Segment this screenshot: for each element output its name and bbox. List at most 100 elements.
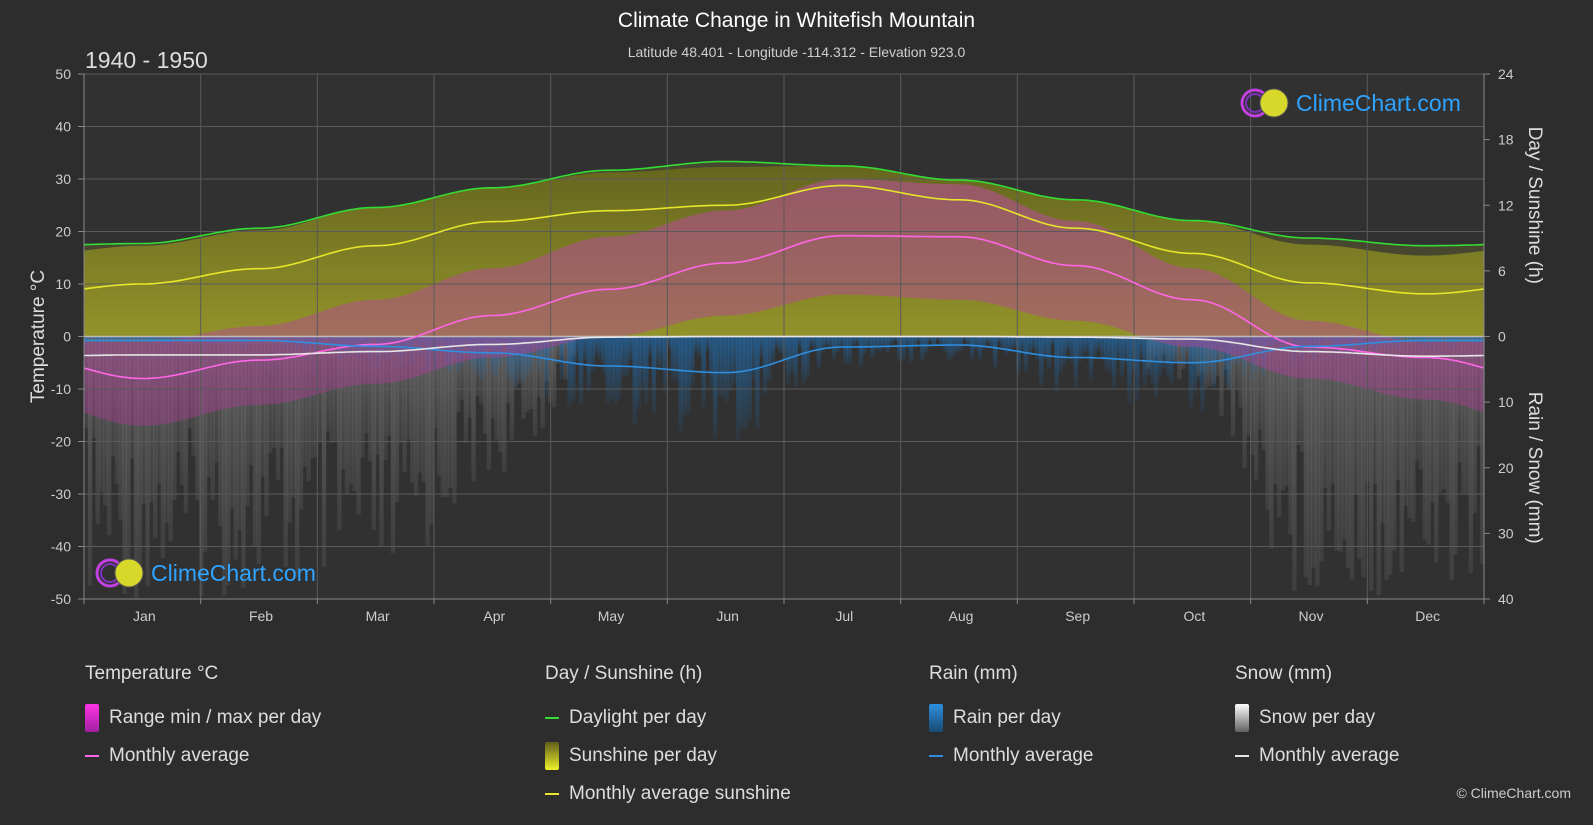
- rain-day-bar: [739, 336, 745, 431]
- y-left-tick-label: -40: [51, 539, 71, 555]
- rain-day-bar: [724, 336, 729, 403]
- y-left-tick-label: 40: [55, 119, 71, 135]
- rain-day-bar: [640, 336, 645, 389]
- legend-temperature-title: Temperature °C: [85, 663, 219, 684]
- rain-day-bar: [659, 336, 664, 369]
- x-tick-label: Jan: [133, 608, 156, 624]
- rain-day-bar: [528, 336, 534, 372]
- snow-day-bar: [1219, 336, 1224, 417]
- rain-day-bar: [755, 336, 760, 429]
- temp-range-swatch: [85, 704, 99, 732]
- rain-day-bar: [686, 336, 691, 415]
- rain-day-bar: [939, 336, 944, 347]
- snow-day-bar: [1353, 336, 1358, 495]
- snow-day-bar: [1315, 336, 1320, 587]
- snow-day-bar: [210, 336, 215, 500]
- rain-day-bar: [927, 336, 933, 342]
- legend-sunshine-day: Sunshine per day: [569, 745, 717, 766]
- snow-day-bar: [1265, 336, 1270, 510]
- copyright: © ClimeChart.com: [1456, 785, 1571, 801]
- snow-day-bar: [1445, 336, 1450, 504]
- snow-day-bar: [245, 336, 250, 506]
- rain-day-bar: [1480, 336, 1485, 340]
- snow-day-bar: [153, 336, 158, 539]
- rain-day-bar: [1008, 336, 1013, 353]
- snow-day-bar: [1399, 336, 1404, 573]
- snow-day-bar: [283, 336, 288, 567]
- rain-day-bar: [1027, 336, 1032, 357]
- rain-day-bar: [594, 336, 599, 356]
- rain-day-bar: [609, 336, 614, 401]
- rain-day-bar: [874, 336, 879, 351]
- snow-day-bar: [387, 336, 392, 436]
- snow-day-bar: [1284, 336, 1289, 486]
- snow-day-bar: [160, 336, 166, 559]
- legend-rain-day: Rain per day: [953, 707, 1061, 728]
- rain-day-bar: [709, 336, 714, 389]
- rain-day-bar: [1000, 336, 1006, 351]
- rain-day-bar: [571, 336, 576, 402]
- y-right-top-axis-title: Day / Sunshine (h): [1524, 127, 1545, 284]
- x-tick-label: Mar: [366, 608, 390, 624]
- snow-day-bar: [532, 336, 538, 436]
- snow-day-bar: [1292, 336, 1297, 592]
- snow-day-bar: [1330, 336, 1335, 484]
- snow-day-bar: [145, 336, 150, 587]
- snow-day-bar: [314, 336, 319, 458]
- rain-day-bar: [617, 336, 622, 400]
- snow-day-bar: [1368, 336, 1374, 591]
- rain-day-bar: [156, 336, 162, 342]
- snow-day-bar: [1361, 336, 1366, 578]
- rain-day-bar: [674, 336, 680, 381]
- rain-day-bar: [728, 336, 733, 392]
- period-label: 1940 - 1950: [85, 47, 208, 73]
- snow-day-bar: [287, 336, 292, 523]
- rain-day-bar: [1154, 336, 1159, 398]
- y-left-axis-title: Temperature °C: [28, 270, 49, 403]
- y-left-tick-label: 0: [63, 329, 71, 345]
- legend-rain-avg: Monthly average: [953, 745, 1094, 766]
- rain-day-bar: [682, 336, 687, 417]
- snow-day-bar: [275, 336, 281, 480]
- snow-day-bar: [1345, 336, 1351, 569]
- snow-day-bar: [410, 336, 415, 483]
- snow-avg-line: [84, 335, 1485, 357]
- rain-day-bar: [1046, 336, 1052, 370]
- temp-avg-swatch: [85, 755, 99, 757]
- daylight-line: [83, 160, 1485, 247]
- legend-temp-range: Range min / max per day: [109, 707, 322, 728]
- rain-swatch: [929, 704, 943, 732]
- rain-day-bar: [713, 336, 718, 439]
- sunshine-avg-line: [83, 184, 1485, 295]
- x-tick-label: Sep: [1065, 608, 1090, 624]
- rain-day-bar: [847, 336, 852, 364]
- legend-snow-avg: Monthly average: [1259, 745, 1400, 766]
- snow-day-bar: [456, 336, 461, 412]
- snow-day-bar: [1411, 336, 1416, 523]
- rain-day-bar: [107, 336, 112, 341]
- snow-day-bar: [1441, 336, 1447, 489]
- rain-day-bar: [916, 336, 921, 343]
- rain-day-bar: [1039, 336, 1044, 387]
- rain-day-bar: [91, 336, 97, 339]
- rain-day-bar: [697, 336, 703, 357]
- snow-day-bar: [118, 336, 123, 521]
- sunshine-swatch: [545, 742, 559, 770]
- snow-day-bar: [264, 336, 269, 517]
- snow-day-bar: [1384, 336, 1389, 580]
- legend-sunshine-avg: Monthly average sunshine: [569, 783, 791, 804]
- snow-day-bar: [356, 336, 361, 515]
- snow-day-bar: [421, 336, 426, 482]
- x-tick-label: Jul: [835, 608, 853, 624]
- rain-day-bar: [1115, 336, 1121, 360]
- rain-day-bar: [839, 336, 844, 348]
- rain-day-bar: [851, 336, 856, 347]
- snow-day-bar: [1250, 336, 1255, 456]
- rain-day-bar: [751, 336, 756, 379]
- snow-day-bar: [218, 336, 223, 527]
- rain-day-bar: [720, 336, 726, 397]
- snow-day-bar: [1438, 336, 1443, 493]
- axes: 50 40 30 20 10 0 -10 -20 -30 -40 -50 24 18 12 6 0 10 20 30…: [28, 66, 1545, 624]
- snow-day-bar: [1246, 336, 1251, 436]
- snow-day-bar: [352, 336, 357, 492]
